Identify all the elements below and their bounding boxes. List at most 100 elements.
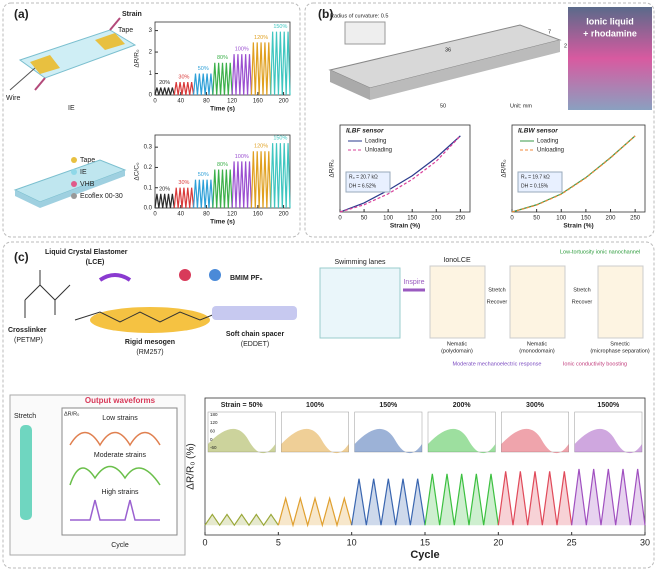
x-tick-label: 200 [431, 216, 442, 222]
label: IE [68, 105, 75, 112]
plot-frame [339, 124, 471, 213]
label: Strain [122, 11, 142, 18]
category-label: 300% [526, 402, 545, 409]
dimension: 7 [548, 29, 551, 35]
label: IonoLCE [443, 257, 471, 264]
label: Moderate strains [94, 452, 147, 459]
structure [24, 270, 71, 318]
label: VHB [80, 181, 95, 188]
legend-label: Loading [537, 139, 558, 145]
x-tick-label: 250 [455, 216, 466, 222]
label: Ionic conductivity boosting [563, 361, 627, 367]
label: (RM257) [136, 349, 163, 356]
label: (monodomain) [519, 348, 555, 354]
category-label: 50% [198, 172, 209, 178]
x-tick-label: 40 [177, 212, 184, 218]
x-tick-label: 200 [279, 99, 290, 105]
inset-tick-label: 60 [210, 428, 216, 433]
x-tick-label: 250 [630, 216, 641, 222]
y-axis-label: ΔR/R₀ [134, 49, 141, 68]
waveform [192, 73, 214, 96]
legend-dot [71, 193, 77, 199]
label: Unit: mm [510, 103, 532, 109]
label: Tape [118, 27, 133, 34]
chart-title: ILBW sensor [518, 128, 558, 135]
inset [344, 21, 386, 45]
x-tick-label: 100 [383, 216, 394, 222]
cation [179, 269, 191, 281]
category-label: 150% [273, 24, 287, 30]
x-tick-label: 120 [227, 99, 238, 105]
waveform [154, 87, 175, 96]
y-tick-label: 0.1 [144, 185, 153, 191]
panel-label: (b) [318, 7, 333, 21]
wave-area [425, 473, 499, 526]
photo-text: Ionic liquid [586, 16, 634, 26]
y-axis-label: ΔC/C₀ [134, 162, 141, 181]
x-axis-label: Time (s) [210, 106, 235, 113]
lce-icon [98, 273, 132, 282]
category-label: 50% [198, 66, 209, 72]
spacer-highlight [212, 306, 297, 320]
annotation: DH = 0.15% [521, 183, 549, 189]
annotation: DH = 6.52% [349, 183, 377, 189]
panel-c-frame [2, 241, 655, 569]
waveform [424, 473, 499, 526]
wave-area [351, 478, 425, 526]
category-label: 120% [254, 35, 268, 41]
waveform [277, 496, 353, 528]
x-tick-label: 20 [493, 537, 503, 547]
x-tick-label: 50 [533, 216, 540, 222]
label: Output waveforms [85, 396, 156, 405]
y-tick-label: 2 [149, 50, 153, 56]
inset-tick-label: 180 [210, 412, 218, 417]
inset-curve [354, 428, 422, 454]
inset-curve [574, 428, 642, 454]
x-axis-label: Strain (%) [390, 223, 420, 230]
label: Liquid Crystal Elastomer [45, 249, 128, 256]
x-axis-label: Time (s) [210, 219, 235, 226]
plot-frame [154, 134, 291, 209]
panel-b-frame [304, 2, 655, 238]
mesogen-highlight [90, 307, 210, 333]
annotation: R₀ = 19.7 kΩ [521, 174, 550, 180]
dimension: 36 [445, 47, 451, 53]
dimension: 2 [564, 43, 567, 49]
label: Low-tortuosity ionic nanochannel [560, 249, 640, 255]
wire [9, 67, 36, 91]
plot-frame [154, 21, 291, 96]
label: Wire [6, 95, 20, 102]
inset-tick-label: 0 [210, 437, 213, 442]
label: IE [80, 169, 87, 176]
legend-label: Unloading [365, 148, 392, 154]
state-box [597, 265, 644, 339]
x-tick-label: 0 [153, 212, 157, 218]
sample-side [330, 70, 370, 100]
category-label: 120% [254, 144, 268, 150]
waveform [250, 151, 272, 209]
x-tick-label: 40 [177, 99, 184, 105]
label: Soft chain spacer [226, 331, 285, 338]
category-label: Strain = 50% [221, 402, 264, 409]
label: Nematic [527, 341, 547, 347]
x-axis-label: Cycle [410, 549, 439, 561]
x-tick-label: 150 [581, 216, 592, 222]
legend-dot [71, 157, 77, 163]
x-tick-label: 10 [347, 537, 357, 547]
x-tick-label: 0 [338, 216, 342, 222]
y-axis-label: ΔR/R₀ [501, 159, 508, 178]
category-label: 100% [235, 154, 249, 160]
waveform [250, 42, 272, 96]
y-tick-label: 3 [149, 28, 153, 34]
label: Inspire [403, 279, 424, 286]
label: ΔR/R₀ [64, 411, 79, 417]
label: Tape [80, 157, 95, 164]
x-tick-label: 200 [606, 216, 617, 222]
annotation: R₀ = 20.7 kΩ [349, 174, 378, 180]
label: Radius of curvature: 0.5 [330, 13, 388, 19]
label: Recover [572, 299, 593, 305]
label: Stretch [14, 413, 36, 420]
waveform [69, 465, 161, 486]
waveform [154, 193, 175, 209]
structure [74, 311, 221, 323]
